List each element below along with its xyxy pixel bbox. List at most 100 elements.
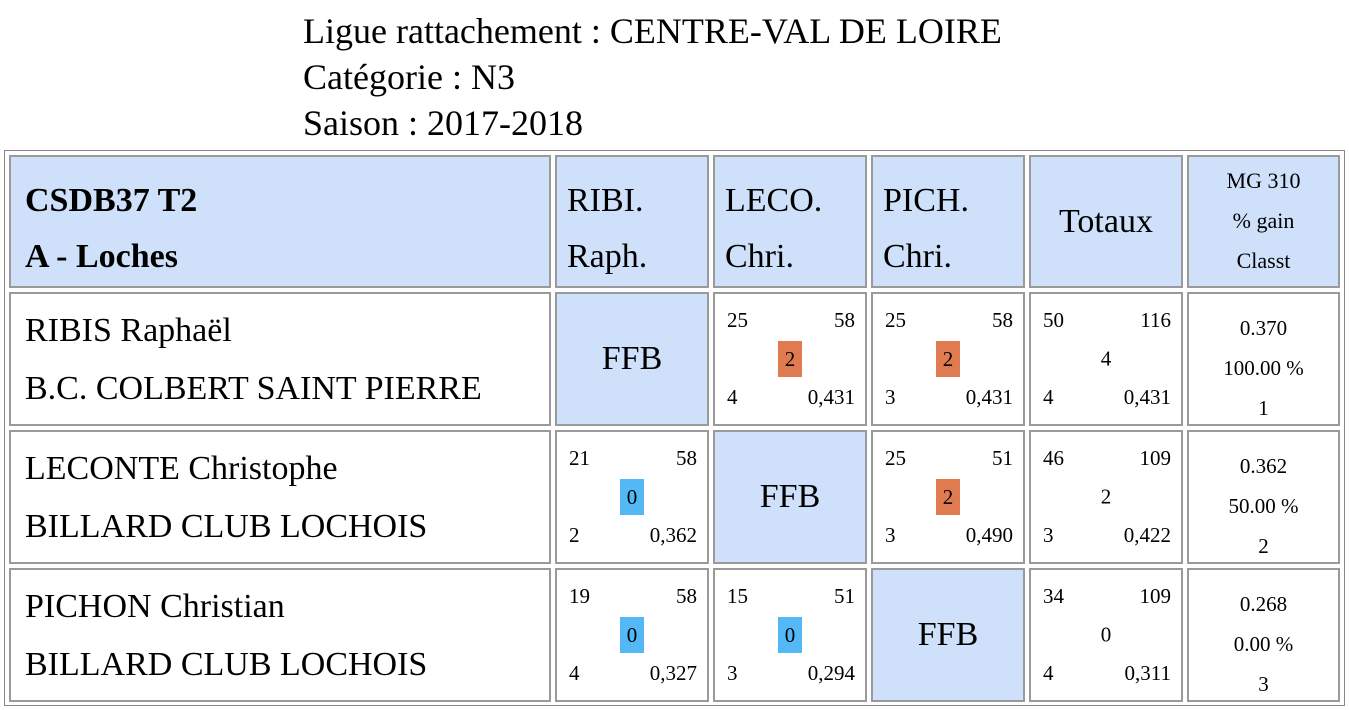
total-innings: 3 bbox=[1043, 523, 1054, 547]
total-match-points: 4 bbox=[1100, 346, 1112, 371]
innings: 2 bbox=[569, 523, 580, 547]
total-points-scored: 50 bbox=[1043, 308, 1064, 332]
gain-label: % gain bbox=[1232, 208, 1295, 233]
results-table: CSDB37 T2 A - Loches RIBI. Raph. LECO. C… bbox=[4, 150, 1345, 706]
column-header-pich: PICH. Chri. bbox=[871, 155, 1025, 288]
total-match-points: 2 bbox=[1100, 484, 1112, 509]
team-name: CSDB37 T2 bbox=[25, 182, 198, 219]
points-scored: 19 bbox=[569, 584, 590, 608]
distance: 51 bbox=[992, 446, 1013, 470]
match-points-badge: 0 bbox=[778, 617, 802, 653]
team-header-cell: CSDB37 T2 A - Loches bbox=[9, 155, 551, 288]
mg-label: MG 310 bbox=[1226, 168, 1301, 193]
total-average: 0,311 bbox=[1124, 661, 1171, 685]
classt-label: Classt bbox=[1236, 248, 1291, 273]
gain-percent: 50.00 % bbox=[1228, 494, 1299, 518]
distance: 58 bbox=[834, 308, 855, 332]
column-header-line1: PICH. bbox=[883, 182, 969, 219]
total-innings: 4 bbox=[1043, 385, 1054, 409]
match-points-badge: 2 bbox=[936, 479, 960, 515]
total-average: 0,422 bbox=[1123, 523, 1171, 547]
points-scored: 25 bbox=[885, 308, 906, 332]
saison-line: Saison : 2017-2018 bbox=[303, 103, 584, 143]
match-result-cell: 25 58 2 4 0,431 bbox=[713, 292, 867, 426]
innings: 3 bbox=[885, 385, 896, 409]
match-result-cell: 21 58 0 2 0,362 bbox=[555, 430, 709, 564]
column-header-line1: LECO. bbox=[725, 182, 823, 219]
totals-cell: 50 116 4 4 0,431 bbox=[1029, 292, 1183, 426]
player-name: LECONTE Christophe bbox=[25, 450, 338, 487]
average: 0,431 bbox=[965, 385, 1013, 409]
column-header-leco: LECO. Chri. bbox=[713, 155, 867, 288]
column-header-ribi: RIBI. Raph. bbox=[555, 155, 709, 288]
distance: 51 bbox=[834, 584, 855, 608]
player-club: BILLARD CLUB LOCHOIS bbox=[25, 646, 428, 683]
ranking: 2 bbox=[1258, 534, 1269, 558]
player-name: RIBIS Raphaël bbox=[25, 312, 232, 349]
points-scored: 21 bbox=[569, 446, 590, 470]
total-points-scored: 46 bbox=[1043, 446, 1064, 470]
totals-cell: 46 109 2 3 0,422 bbox=[1029, 430, 1183, 564]
ranking: 1 bbox=[1258, 396, 1269, 420]
general-average: 0.362 bbox=[1239, 454, 1288, 478]
column-header-line1: RIBI. bbox=[567, 182, 644, 219]
average: 0,362 bbox=[649, 523, 697, 547]
total-distance: 116 bbox=[1140, 308, 1171, 332]
ffb-cell: FFB bbox=[713, 430, 867, 564]
match-result-cell: 25 51 2 3 0,490 bbox=[871, 430, 1025, 564]
distance: 58 bbox=[676, 446, 697, 470]
ffb-cell: FFB bbox=[555, 292, 709, 426]
match-points-badge: 0 bbox=[620, 617, 644, 653]
column-header-mg: MG 310 % gain Classt bbox=[1187, 155, 1340, 288]
categorie-line: Catégorie : N3 bbox=[303, 57, 515, 97]
column-header-totaux: Totaux bbox=[1029, 155, 1183, 288]
innings: 4 bbox=[569, 661, 580, 685]
ligue-line: Ligue rattachement : CENTRE-VAL DE LOIRE bbox=[303, 11, 1002, 51]
ffb-cell: FFB bbox=[871, 568, 1025, 702]
column-header-line2: Raph. bbox=[567, 238, 648, 275]
average: 0,431 bbox=[807, 385, 855, 409]
general-average: 0.370 bbox=[1239, 316, 1288, 340]
gain-percent: 0.00 % bbox=[1233, 632, 1294, 656]
player-name-cell: RIBIS Raphaël B.C. COLBERT SAINT PIERRE bbox=[9, 292, 551, 426]
column-header-line2: Chri. bbox=[883, 238, 952, 275]
match-points-badge: 0 bbox=[620, 479, 644, 515]
points-scored: 25 bbox=[727, 308, 748, 332]
total-innings: 4 bbox=[1043, 661, 1054, 685]
totals-cell: 34 109 0 4 0,311 bbox=[1029, 568, 1183, 702]
average: 0,490 bbox=[965, 523, 1013, 547]
ranking: 3 bbox=[1258, 672, 1269, 696]
distance: 58 bbox=[992, 308, 1013, 332]
page-header: Ligue rattachement : CENTRE-VAL DE LOIRE… bbox=[303, 8, 1002, 146]
match-points-badge: 2 bbox=[936, 341, 960, 377]
match-points-badge: 2 bbox=[778, 341, 802, 377]
innings: 4 bbox=[727, 385, 738, 409]
total-average: 0,431 bbox=[1123, 385, 1171, 409]
points-scored: 25 bbox=[885, 446, 906, 470]
innings: 3 bbox=[727, 661, 738, 685]
innings: 3 bbox=[885, 523, 896, 547]
total-distance: 109 bbox=[1139, 584, 1172, 608]
total-distance: 109 bbox=[1139, 446, 1172, 470]
team-location: A - Loches bbox=[25, 238, 178, 275]
player-name-cell: PICHON Christian BILLARD CLUB LOCHOIS bbox=[9, 568, 551, 702]
column-header-line2: Chri. bbox=[725, 238, 794, 275]
gain-percent: 100.00 % bbox=[1223, 356, 1304, 380]
stats-cell: 0.362 50.00 % 2 bbox=[1187, 430, 1340, 564]
distance: 58 bbox=[676, 584, 697, 608]
average: 0,294 bbox=[807, 661, 855, 685]
player-name: PICHON Christian bbox=[25, 588, 285, 625]
general-average: 0.268 bbox=[1239, 592, 1288, 616]
stats-cell: 0.268 0.00 % 3 bbox=[1187, 568, 1340, 702]
match-result-cell: 19 58 0 4 0,327 bbox=[555, 568, 709, 702]
total-match-points: 0 bbox=[1100, 622, 1112, 647]
player-name-cell: LECONTE Christophe BILLARD CLUB LOCHOIS bbox=[9, 430, 551, 564]
total-points-scored: 34 bbox=[1043, 584, 1064, 608]
average: 0,327 bbox=[649, 661, 697, 685]
match-result-cell: 15 51 0 3 0,294 bbox=[713, 568, 867, 702]
player-club: BILLARD CLUB LOCHOIS bbox=[25, 508, 428, 545]
match-result-cell: 25 58 2 3 0,431 bbox=[871, 292, 1025, 426]
points-scored: 15 bbox=[727, 584, 748, 608]
stats-cell: 0.370 100.00 % 1 bbox=[1187, 292, 1340, 426]
player-club: B.C. COLBERT SAINT PIERRE bbox=[25, 370, 482, 407]
